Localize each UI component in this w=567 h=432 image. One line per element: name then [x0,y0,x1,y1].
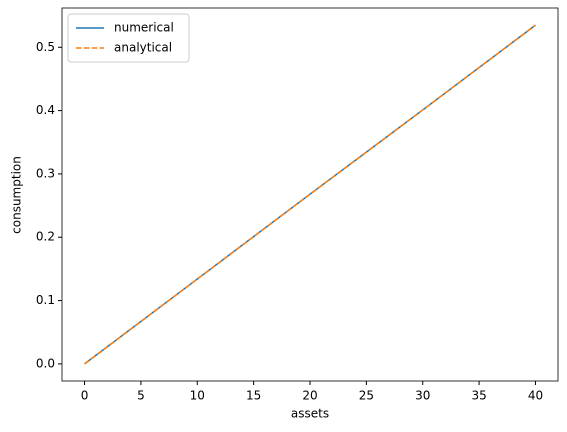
y-axis-label: consumption [10,156,24,234]
x-tick-label: 10 [190,389,205,403]
x-tick-label: 15 [246,389,261,403]
x-tick-label: 30 [415,389,430,403]
x-tick-label: 40 [528,389,543,403]
y-tick-label: 0.5 [36,40,55,54]
y-tick-label: 0.4 [36,103,55,117]
x-tick-label: 35 [471,389,486,403]
y-tick-label: 0.0 [36,356,55,370]
plot-frame [61,7,559,382]
y-tick-label: 0.3 [36,166,55,180]
x-axis-label: assets [291,407,329,421]
x-tick-label: 25 [359,389,374,403]
data-line [84,24,536,365]
y-tick-label: 0.1 [36,293,55,307]
legend-box [67,13,190,63]
y-tick-label: 0.2 [36,230,55,244]
legend-label: analytical [114,41,172,55]
x-tick-label: 5 [137,389,145,403]
x-tick-label: 20 [302,389,317,403]
x-tick-label: 0 [81,389,89,403]
legend-label: numerical [114,21,174,35]
